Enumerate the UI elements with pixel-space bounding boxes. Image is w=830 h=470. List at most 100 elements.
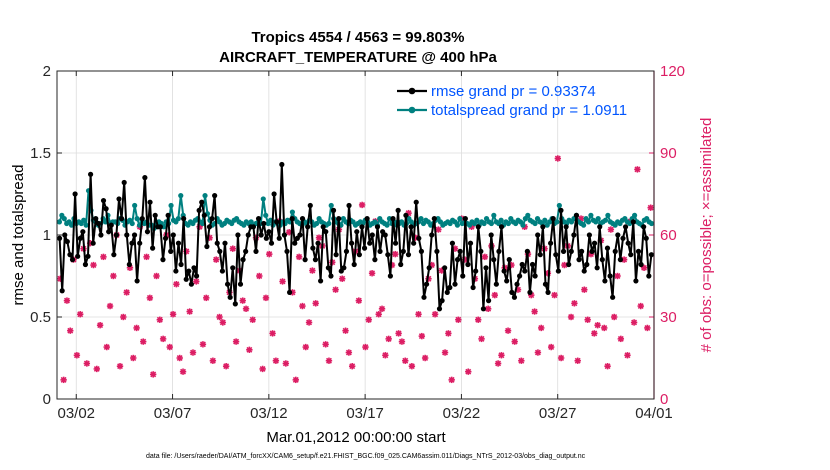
rmse-point (354, 229, 360, 235)
obs-count-marker (382, 352, 389, 359)
legend-totalspread-label: totalspread grand pr = 1.0911 (431, 102, 627, 119)
obs-marker-stroke (611, 314, 618, 320)
rmse-point (579, 248, 585, 254)
obs-marker-stroke (571, 300, 578, 307)
rmse-point (64, 238, 70, 245)
rmse-point (217, 248, 223, 254)
rmse-point (126, 261, 132, 268)
obs-marker-stroke (365, 316, 372, 323)
obs-marker-stroke (554, 155, 561, 162)
rmse-point (610, 294, 616, 300)
y-right-tick-label: 120 (660, 63, 685, 80)
rmse-point (232, 301, 238, 307)
totalspread-point (314, 220, 320, 227)
obs-marker-stroke (558, 355, 565, 361)
obs-marker-stroke (130, 355, 137, 361)
obs-count-marker (90, 261, 97, 269)
obs-count-marker (355, 297, 363, 304)
rmse-point (612, 248, 618, 254)
rmse-point (245, 232, 251, 238)
rmse-point (80, 229, 86, 235)
obs-count-marker (441, 349, 449, 356)
rmse-point (511, 294, 518, 300)
obs-count-marker (93, 365, 100, 373)
obs-marker-stroke (528, 292, 535, 299)
obs-marker-stroke (193, 278, 200, 285)
obs-count-marker (475, 316, 482, 323)
rmse-point (237, 281, 244, 287)
totalspread-point (542, 217, 548, 223)
rmse-point (413, 199, 419, 205)
rmse-point (542, 281, 549, 287)
obs-count-marker (630, 319, 638, 326)
rmse-point (555, 268, 561, 274)
obs-marker-stroke (345, 349, 352, 356)
rmse-point (266, 229, 272, 235)
obs-marker-stroke (203, 294, 210, 301)
obs-marker-stroke (548, 344, 555, 351)
obs-marker-stroke (505, 327, 512, 334)
obs-count-marker (315, 234, 323, 241)
obs-marker-stroke (83, 360, 90, 367)
obs-count-marker (498, 352, 505, 359)
rmse-point (359, 224, 365, 230)
rmse-point (382, 232, 388, 238)
obs-marker-stroke (286, 229, 293, 236)
obs-marker-stroke (120, 314, 127, 320)
obs-count-marker (216, 313, 223, 321)
rmse-point (615, 232, 621, 238)
obs-count-marker (448, 376, 455, 384)
obs-count-marker (213, 256, 220, 263)
obs-count-marker (342, 327, 349, 334)
obs-marker-stroke (382, 352, 389, 359)
rmse-point (297, 232, 303, 238)
totalspread-point (595, 216, 601, 222)
obs-count-marker (302, 343, 309, 351)
y-left-tick-label: 1.5 (30, 145, 51, 162)
rmse-point (475, 224, 481, 230)
obs-count-marker (378, 305, 386, 312)
plot-frame (56, 70, 655, 400)
rmse-point (279, 161, 285, 168)
totalspread-point (602, 217, 609, 223)
obs-marker-stroke (77, 311, 84, 318)
totalspread-point (457, 216, 463, 222)
rmse-point (90, 240, 96, 246)
rmse-point (98, 232, 104, 238)
totalspread-point (384, 222, 390, 228)
rmse-point (591, 240, 598, 246)
rmse-point (628, 252, 634, 258)
obs-count-marker (511, 338, 518, 345)
rmse-point (144, 229, 151, 235)
obs-marker-stroke (213, 256, 220, 263)
rmse-point (480, 306, 487, 312)
obs-count-marker (332, 286, 339, 293)
obs-count-marker (607, 226, 615, 233)
rmse-point (95, 220, 101, 227)
obs-marker-stroke (568, 314, 575, 320)
totalspread-point (556, 202, 562, 209)
rmse-point (648, 252, 655, 258)
obs-count-marker (239, 297, 246, 304)
obs-marker-stroke (190, 349, 196, 356)
obs-marker-stroke (422, 355, 429, 361)
rmse-point (100, 197, 107, 204)
obs-count-marker (402, 357, 409, 364)
obs-count-marker (305, 319, 313, 326)
totalspread-point (202, 193, 208, 199)
obs-count-marker (149, 371, 157, 378)
rmse-point (212, 193, 218, 199)
obs-count-marker (581, 286, 588, 293)
obs-marker-stroke (97, 322, 104, 329)
obs-count-marker (365, 316, 372, 323)
obs-count-marker (232, 338, 240, 345)
rmse-point (483, 265, 489, 271)
obs-marker-stroke (93, 365, 100, 372)
rmse-point (56, 235, 63, 241)
obs-count-marker (398, 338, 406, 345)
y-axis-left-label: rmse and totalspread (10, 165, 27, 306)
obs-marker-stroke (607, 226, 614, 233)
obs-count-marker (339, 275, 346, 282)
totalspread-point (263, 212, 269, 218)
rmse-point (219, 268, 226, 274)
